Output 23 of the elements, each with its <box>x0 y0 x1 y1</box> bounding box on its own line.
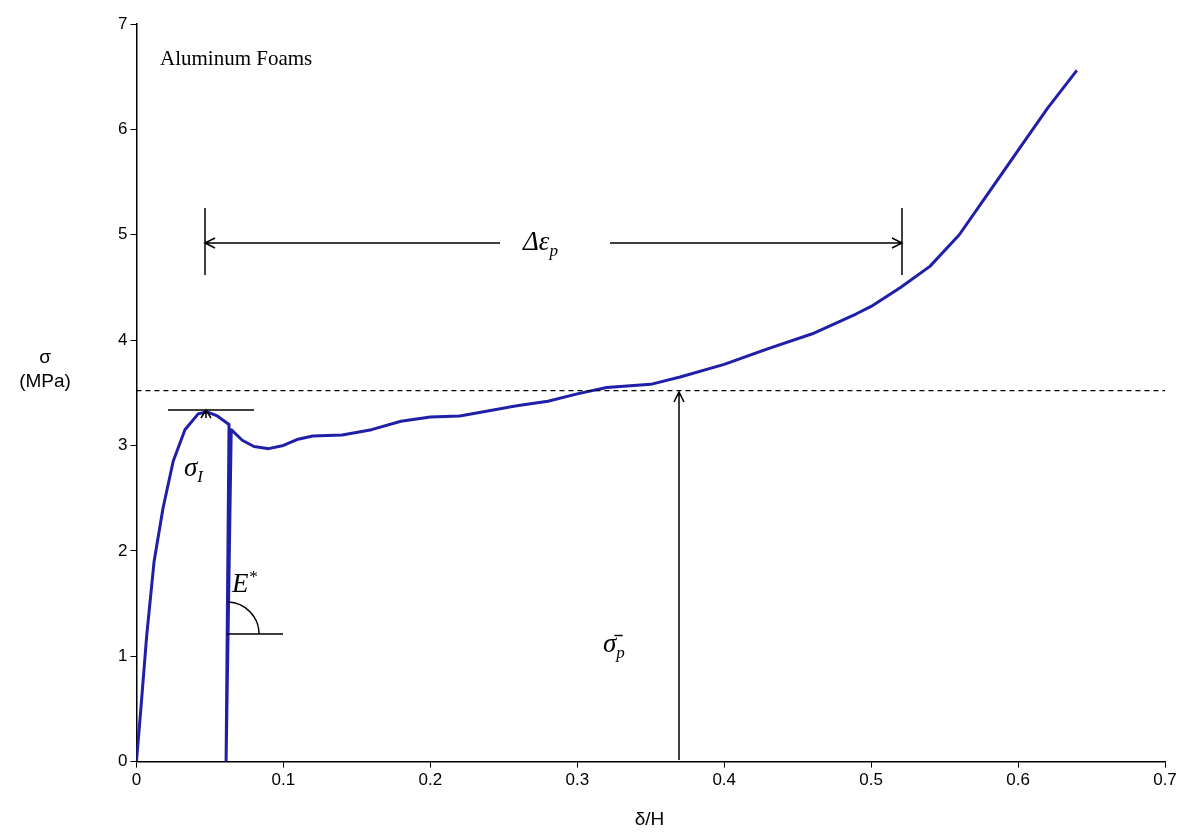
x-tick-label: 0.5 <box>859 770 883 790</box>
y-axis-title: σ (MPa) <box>18 345 72 393</box>
y-tick-label: 2 <box>117 540 128 560</box>
y-tick-label: 1 <box>117 645 128 665</box>
x-tick-label: 0.2 <box>418 770 443 790</box>
y-tick-label: 0 <box>117 751 128 771</box>
annotation: σ̄$_{p}$ <box>603 628 625 665</box>
x-axis-title: δ/H <box>633 808 666 830</box>
annotation: Δε$_{p}$ <box>523 226 558 263</box>
y-tick-label: 6 <box>117 119 128 139</box>
y-tick-label: 3 <box>117 435 128 455</box>
y-tick-label: 5 <box>117 224 128 244</box>
x-tick-label: 0.1 <box>271 770 296 790</box>
y-tick-label: 7 <box>117 13 128 33</box>
y-tick-label: 4 <box>117 329 128 349</box>
x-tick-label: 0 <box>131 770 142 790</box>
annotation: σ$_{I}$ <box>184 452 203 489</box>
x-tick-label: 0.6 <box>1006 770 1030 790</box>
x-tick-label: 0.7 <box>1153 770 1177 790</box>
text: Aluminum Foams <box>160 46 313 71</box>
x-tick-label: 0.4 <box>712 770 737 790</box>
x-tick-label: 0.3 <box>565 770 590 790</box>
annotation: E$^{*}$ <box>232 566 257 598</box>
